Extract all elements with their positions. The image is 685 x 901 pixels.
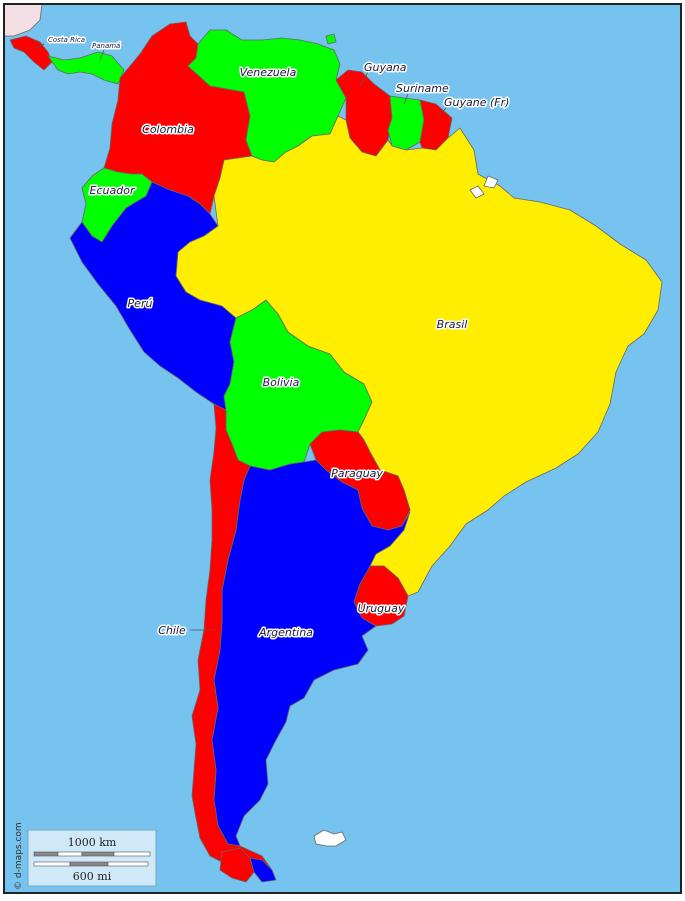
scale-box <box>27 829 157 887</box>
scale-km-bar-2 <box>57 851 83 857</box>
scale-km-bar-4 <box>113 851 151 857</box>
scale-km-bar-1 <box>33 851 59 857</box>
panama-leader <box>99 49 105 61</box>
scale-mi-label: 600 mi <box>73 870 112 883</box>
label-guyane: Guyane (Fr) <box>444 96 509 109</box>
label-brasil: Brasil <box>437 318 468 331</box>
brasil-shape <box>175 115 663 597</box>
caribbean-island <box>325 33 337 45</box>
brazil-coast-island <box>469 185 485 199</box>
scale-mi-bar-1 <box>33 861 71 867</box>
tierra-del-fuego-chile <box>219 847 255 883</box>
label-argentina: Argentina <box>258 626 313 639</box>
tierra-del-fuego-argentina <box>249 857 277 883</box>
label-guyana: Guyana <box>364 61 407 74</box>
label-venezuela: Venezuela <box>240 66 297 79</box>
marajo-island <box>483 175 499 189</box>
scale-bar: 1000 km 600 mi <box>27 829 157 887</box>
label-uruguay: Uruguay <box>358 602 405 615</box>
costa-rica-leader <box>35 43 45 49</box>
scale-km-label: 1000 km <box>68 836 117 849</box>
guyana-leader <box>359 71 369 87</box>
label-peru: Perú <box>128 297 153 310</box>
scale-km-bar-3 <box>81 851 115 857</box>
label-bolivia: Bolivia <box>263 376 300 389</box>
falkland-islands <box>313 829 347 847</box>
suriname-leader <box>403 93 409 105</box>
label-chile: Chile <box>158 624 186 637</box>
label-suriname: Suriname <box>396 82 449 95</box>
guyane-leader <box>437 107 447 117</box>
scale-mi-bar-2 <box>69 861 109 867</box>
credit-text: © d-maps.com <box>14 822 24 890</box>
label-panama: Panamá <box>92 42 120 50</box>
costa-rica-shape <box>9 35 53 71</box>
suriname-shape <box>387 95 425 151</box>
panama-shape <box>47 51 125 85</box>
label-ecuador: Ecuador <box>90 184 136 197</box>
label-colombia: Colombia <box>142 123 194 136</box>
map-frame <box>3 3 682 894</box>
label-costa-rica: Costa Rica <box>48 36 85 44</box>
chile-shape <box>191 403 273 875</box>
scale-mi-bar-3 <box>107 861 149 867</box>
label-paraguay: Paraguay <box>331 467 383 480</box>
